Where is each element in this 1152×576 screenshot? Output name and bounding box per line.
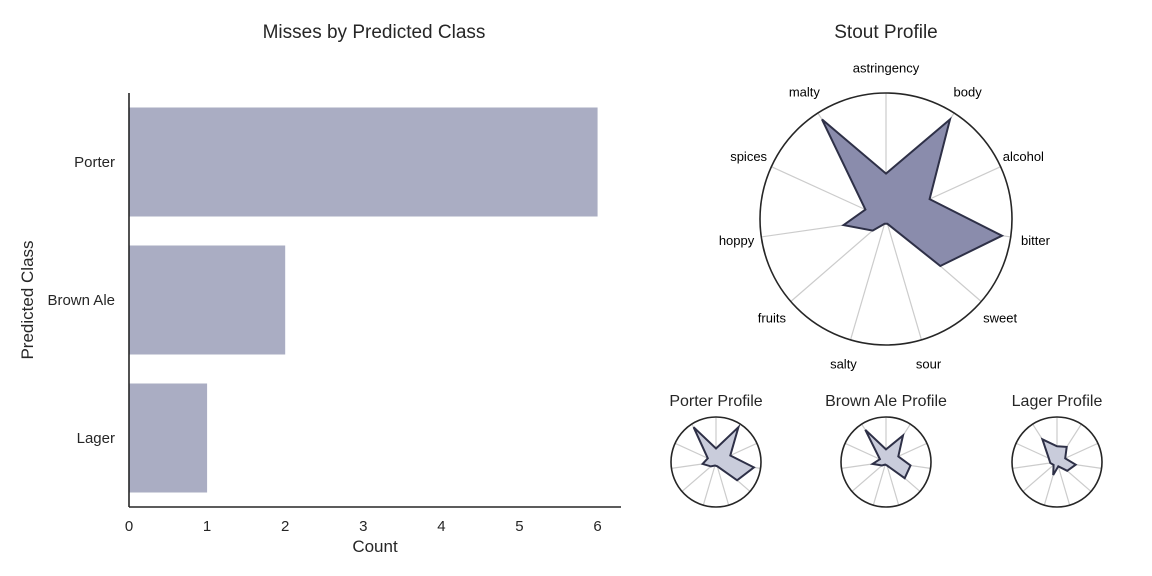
x-tick-label: 0 bbox=[125, 518, 133, 535]
radar-axis-label: sour bbox=[916, 356, 942, 371]
x-tick-label: 3 bbox=[359, 518, 367, 535]
y-tick-label: Lager bbox=[77, 430, 115, 447]
bar-chart-title: Misses by Predicted Class bbox=[263, 22, 486, 43]
radar-spoke bbox=[872, 461, 887, 506]
x-tick-label: 1 bbox=[203, 518, 211, 535]
porter-radar-title: Porter Profile bbox=[669, 393, 762, 410]
bar-chart-x-axis-label: Count bbox=[352, 537, 398, 556]
bar-lager bbox=[129, 383, 208, 493]
stout-radar-title: Stout Profile bbox=[834, 22, 938, 43]
porter-profile-area bbox=[692, 423, 756, 482]
lager-radar-title: Lager Profile bbox=[1012, 393, 1103, 410]
radar-spoke bbox=[885, 461, 900, 506]
radar-axis-label: hoppy bbox=[719, 233, 755, 248]
radar-axis-label: alcohol bbox=[1003, 149, 1044, 164]
radar-spoke bbox=[851, 461, 887, 492]
bar-porter bbox=[129, 107, 598, 217]
radar-spoke bbox=[1056, 461, 1071, 506]
radar-axis-label: fruits bbox=[758, 310, 787, 325]
lager-radar bbox=[1011, 416, 1103, 508]
radar-spoke bbox=[849, 218, 887, 341]
radar-axis-label: body bbox=[954, 84, 983, 99]
radar-frame bbox=[670, 416, 762, 508]
brown-ale-radar bbox=[840, 416, 932, 508]
bar-chart: Porter Brown Ale Lager 0 1 2 3 4 5 6 bbox=[47, 93, 621, 535]
stout-profile-area bbox=[821, 116, 1005, 268]
x-tick-label: 4 bbox=[437, 518, 445, 535]
radar-axis-label: spices bbox=[730, 149, 767, 164]
x-tick-label: 6 bbox=[593, 518, 601, 535]
radar-frame bbox=[759, 92, 1013, 346]
radar-spoke bbox=[1022, 461, 1058, 492]
bar-chart-y-axis-label: Predicted Class bbox=[18, 240, 37, 359]
radar-charts: astringency body alcohol bitter sweet sour sal… bbox=[670, 61, 1103, 508]
radar-axis-label: salty bbox=[830, 356, 857, 371]
radar-frame bbox=[1011, 416, 1103, 508]
radar-axis-label: malty bbox=[789, 84, 821, 99]
radar-frame bbox=[840, 416, 932, 508]
radar-spoke bbox=[885, 218, 923, 341]
radar-axis-label: astringency bbox=[853, 61, 920, 76]
radar-spoke bbox=[702, 461, 717, 506]
brown-ale-radar-title: Brown Ale Profile bbox=[825, 393, 947, 410]
y-tick-label: Brown Ale bbox=[47, 292, 115, 309]
lager-profile-area bbox=[1040, 437, 1078, 476]
radar-axis-label: sweet bbox=[983, 310, 1017, 325]
x-tick-label: 2 bbox=[281, 518, 289, 535]
porter-radar bbox=[670, 416, 762, 508]
y-tick-label: Porter bbox=[74, 154, 115, 171]
radar-spoke bbox=[790, 218, 887, 302]
radar-spoke bbox=[715, 461, 730, 506]
radar-axis-label: bitter bbox=[1021, 233, 1051, 248]
bar-brown-ale bbox=[129, 245, 286, 355]
stout-radar: astringency body alcohol bitter sweet sour sal… bbox=[719, 61, 1051, 372]
x-tick-label: 5 bbox=[515, 518, 523, 535]
brown-ale-profile-area bbox=[864, 429, 912, 480]
